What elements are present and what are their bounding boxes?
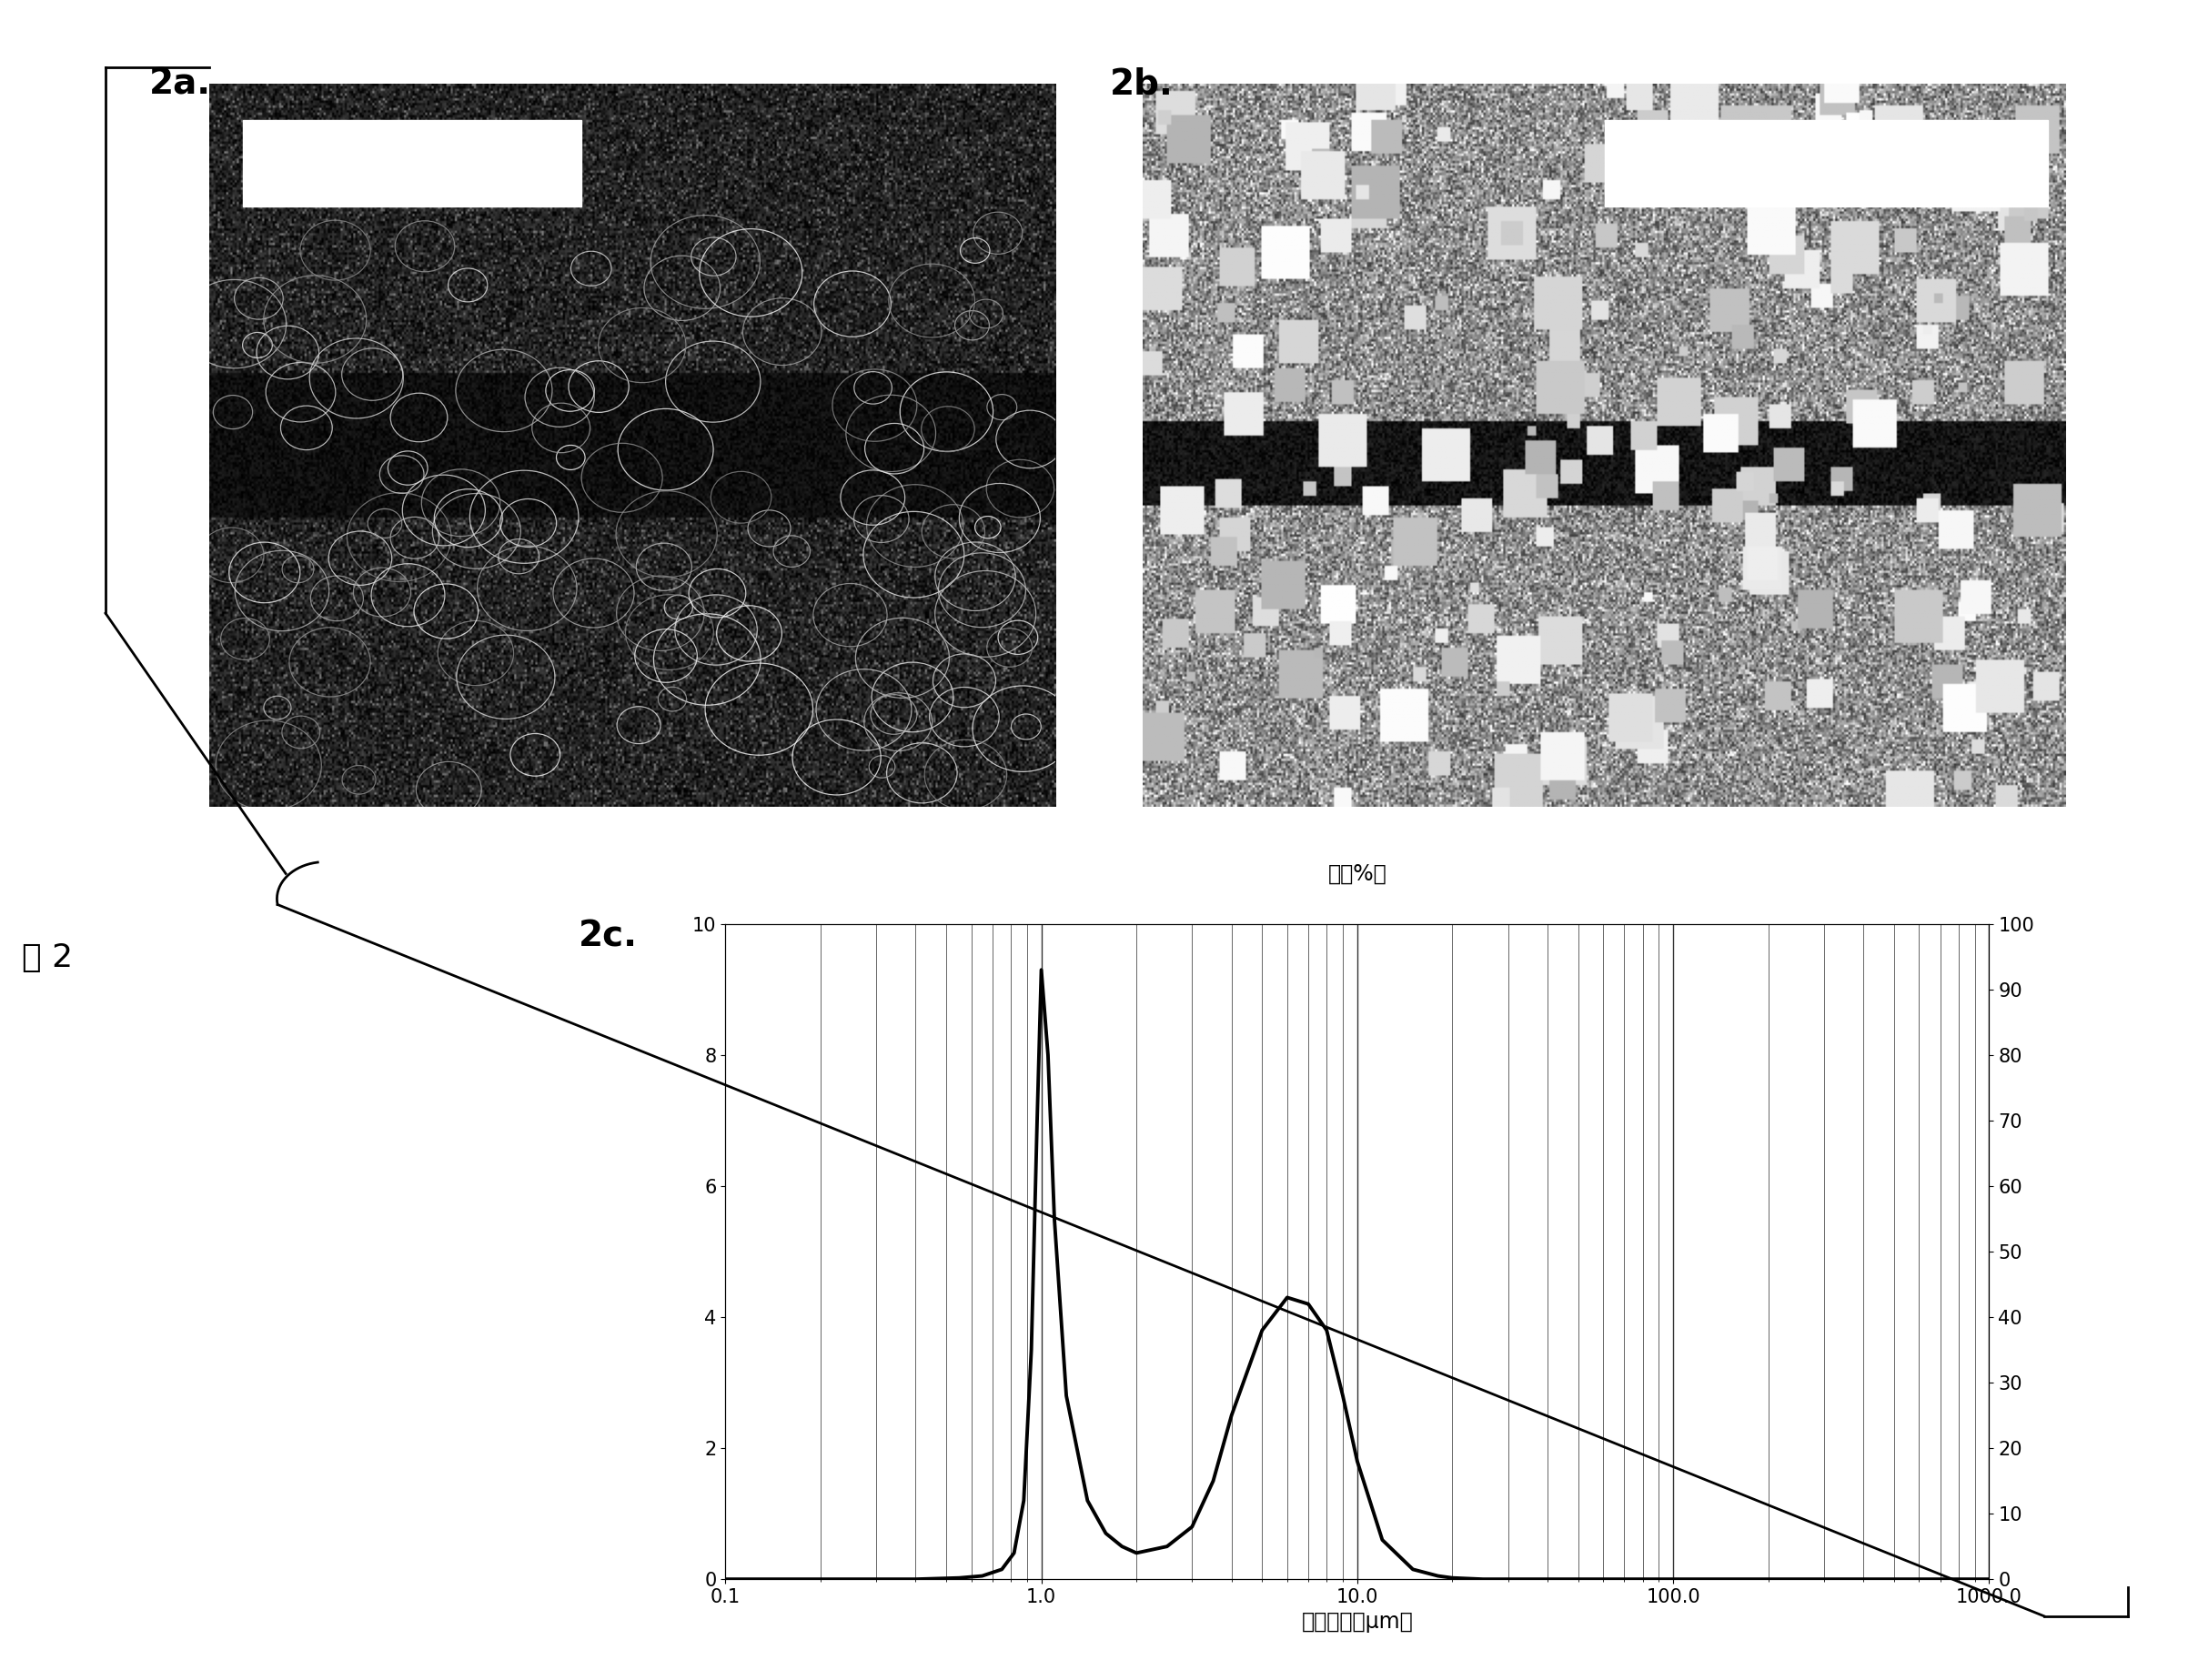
Text: 图 2: 图 2	[22, 942, 73, 973]
Text: 2c.: 2c.	[578, 919, 637, 954]
Bar	[1605, 121, 2049, 207]
Bar	[242, 121, 580, 207]
X-axis label: 颩粒直径（μm）: 颩粒直径（μm）	[1301, 1611, 1413, 1633]
Text: 2a.: 2a.	[149, 67, 211, 102]
Text: 量（%）: 量（%）	[1328, 864, 1387, 885]
Text: 2b.: 2b.	[1110, 67, 1174, 102]
